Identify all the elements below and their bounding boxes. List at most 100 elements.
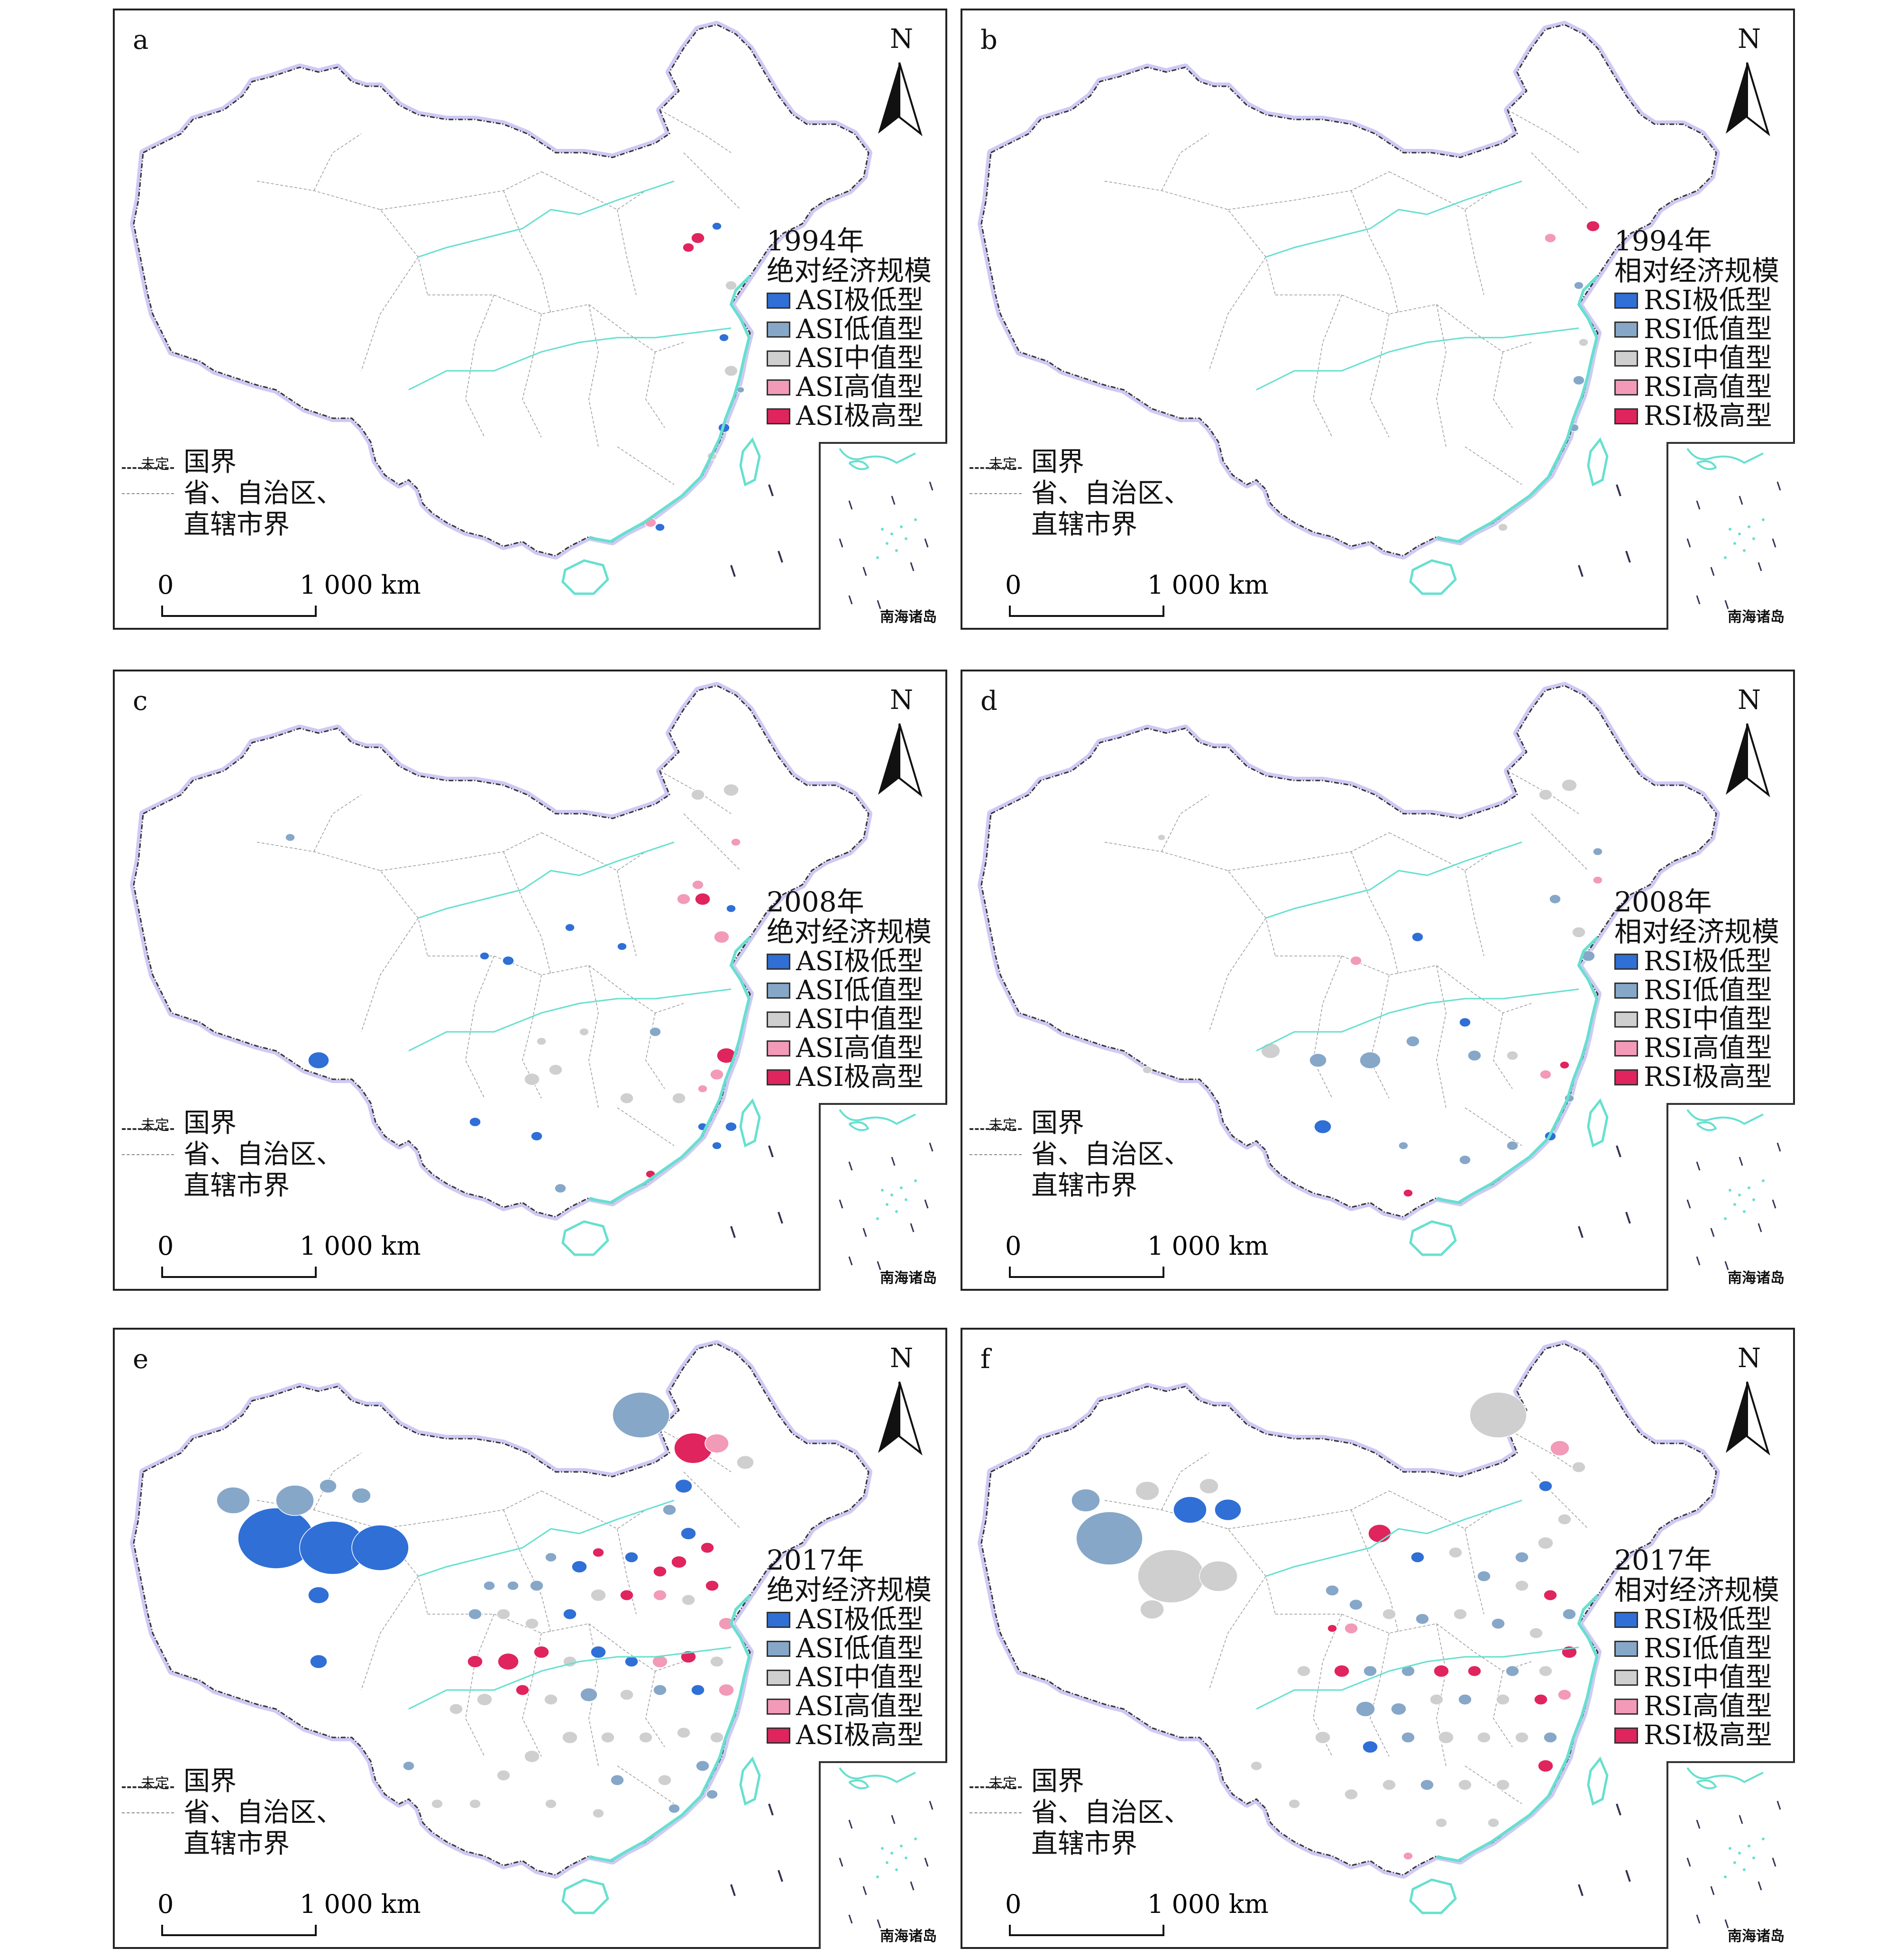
province-boundary-label: 省、自治区、: [183, 478, 343, 509]
legend-label: ASI极高型: [796, 401, 924, 432]
legend-swatch: [767, 953, 790, 970]
district-high: [697, 1084, 708, 1093]
scale-bar: 0 1 000 km: [157, 570, 423, 622]
south-china-sea-inset: 南海诸岛: [819, 1103, 947, 1291]
legend-item: ASI极低型: [767, 947, 947, 976]
district-low: [216, 1487, 250, 1514]
district-low: [403, 1761, 415, 1771]
scale-bar: 0 1 000 km: [1005, 570, 1271, 622]
district-mid: [1135, 1481, 1160, 1501]
china-map: [130, 682, 872, 1256]
province-boundary-row: 省、自治区、: [970, 1797, 1235, 1828]
legend-year: 2017年: [767, 1544, 864, 1576]
inset-label: 南海诸岛: [1728, 1928, 1785, 1945]
province-boundary: [256, 181, 428, 295]
island-mark: [730, 1226, 736, 1238]
province-boundary: [361, 918, 419, 1032]
district-very-low: [590, 1645, 606, 1659]
province-boundary: [1531, 152, 1589, 210]
legend-swatch: [1614, 1011, 1638, 1028]
province-boundary: [1227, 171, 1390, 210]
district-very-low: [624, 1656, 639, 1667]
district-mid: [1199, 1478, 1219, 1494]
legend-swatch: [1614, 982, 1638, 999]
river-line: [418, 841, 675, 919]
hainan-island: [561, 559, 609, 595]
national-boundary-row: 未定 国界: [122, 1766, 387, 1797]
district-mid: [1382, 1779, 1396, 1791]
district-mid: [620, 1689, 634, 1700]
map-panel-f: f N 2017年 相对经济规模 RSI极低型 RSI低值型 RSI中值型 RSI高值型 RSI…: [961, 1328, 1795, 1949]
map-panel-a: a N 1994年 绝对经济规模 ASI极低型 ASI低值型 ASI中值型 ASI高值型 ASI…: [113, 9, 947, 630]
boundary-legend: 未定 国界 省、自治区、 直辖市界: [970, 1108, 1235, 1202]
district-low: [507, 1580, 519, 1591]
district-mid: [524, 1073, 540, 1086]
legend-swatch: [1614, 953, 1638, 970]
district-mid: [1199, 1561, 1238, 1592]
province-boundary: [588, 304, 684, 352]
legend-item: ASI极高型: [767, 1063, 947, 1092]
legend-item: RSI中值型: [1614, 1663, 1794, 1692]
district-high: [718, 1683, 734, 1697]
district-very-low: [310, 1654, 328, 1669]
legend-label: ASI极低型: [796, 946, 924, 977]
scale-bar: 0 1 000 km: [157, 1231, 423, 1283]
inset-map: [839, 1109, 934, 1270]
legend-item: RSI中值型: [1614, 1005, 1794, 1034]
province-boundary-label-2: 直辖市界: [1031, 1828, 1137, 1859]
district-low: [1467, 1050, 1482, 1061]
inset-map: [1686, 1767, 1781, 1929]
district-low: [649, 1027, 661, 1037]
province-boundary: [256, 842, 428, 956]
legend-item: RSI极高型: [1614, 1721, 1794, 1750]
province-boundary: [1370, 1633, 1390, 1757]
province-line-symbol: [122, 493, 174, 494]
district-low: [1406, 1036, 1420, 1047]
taiwan-island: [739, 437, 761, 487]
province-boundary-row: 省、自治区、: [122, 1139, 387, 1170]
district-low: [610, 1774, 624, 1786]
legend-label: ASI中值型: [796, 1004, 924, 1035]
district-very-high: [653, 1566, 667, 1577]
legend-label: RSI极低型: [1644, 285, 1772, 316]
province-boundary-row-2: 直辖市界: [970, 1170, 1235, 1202]
map-legend: 1994年 绝对经济规模 ASI极低型 ASI低值型 ASI中值型 ASI高值型 ASI极高…: [767, 226, 947, 431]
north-label: N: [1738, 685, 1761, 716]
district-high: [653, 1589, 667, 1601]
province-boundary: [1507, 1429, 1579, 1472]
district-mid: [449, 1703, 463, 1715]
district-low: [1573, 375, 1585, 386]
legend-item: RSI低值型: [1614, 1634, 1794, 1663]
island-mark: [768, 1145, 774, 1158]
district-very-high: [1403, 1189, 1413, 1197]
district-mid: [1250, 1761, 1263, 1771]
district-low: [1076, 1511, 1143, 1565]
district-mid: [1448, 1547, 1463, 1558]
legend-label: RSI高值型: [1644, 1691, 1772, 1722]
district-mid: [579, 1028, 589, 1036]
legend-label: ASI低值型: [796, 1633, 924, 1664]
province-boundary: [380, 1490, 542, 1529]
province-boundary: [503, 190, 551, 314]
district-very-low: [479, 952, 490, 960]
island-mark: [778, 551, 783, 563]
district-mid: [1538, 1665, 1553, 1677]
legend-label: ASI高值型: [796, 372, 924, 403]
map-legend: 2017年 绝对经济规模 ASI极低型 ASI低值型 ASI中值型 ASI高值型 ASI极高…: [767, 1545, 947, 1750]
river-line: [418, 180, 675, 258]
district-mid: [1288, 1799, 1300, 1809]
scale-distance: 1 000 km: [300, 570, 421, 600]
district-low: [1549, 894, 1561, 904]
scale-line: [1009, 1267, 1164, 1278]
island-mark: [1625, 1870, 1631, 1882]
taiwan-island: [1587, 1756, 1609, 1806]
panel-letter: f: [980, 1344, 990, 1375]
district-very-high: [1368, 1524, 1391, 1543]
district-very-low: [655, 523, 665, 532]
boundary-legend: 未定 国界 省、自治区、 直辖市界: [970, 447, 1235, 541]
north-arrow-icon: [878, 62, 923, 137]
legend-swatch: [767, 379, 790, 395]
river-line: [418, 1499, 675, 1577]
district-very-high: [533, 1645, 549, 1659]
district-mid: [639, 1732, 653, 1743]
